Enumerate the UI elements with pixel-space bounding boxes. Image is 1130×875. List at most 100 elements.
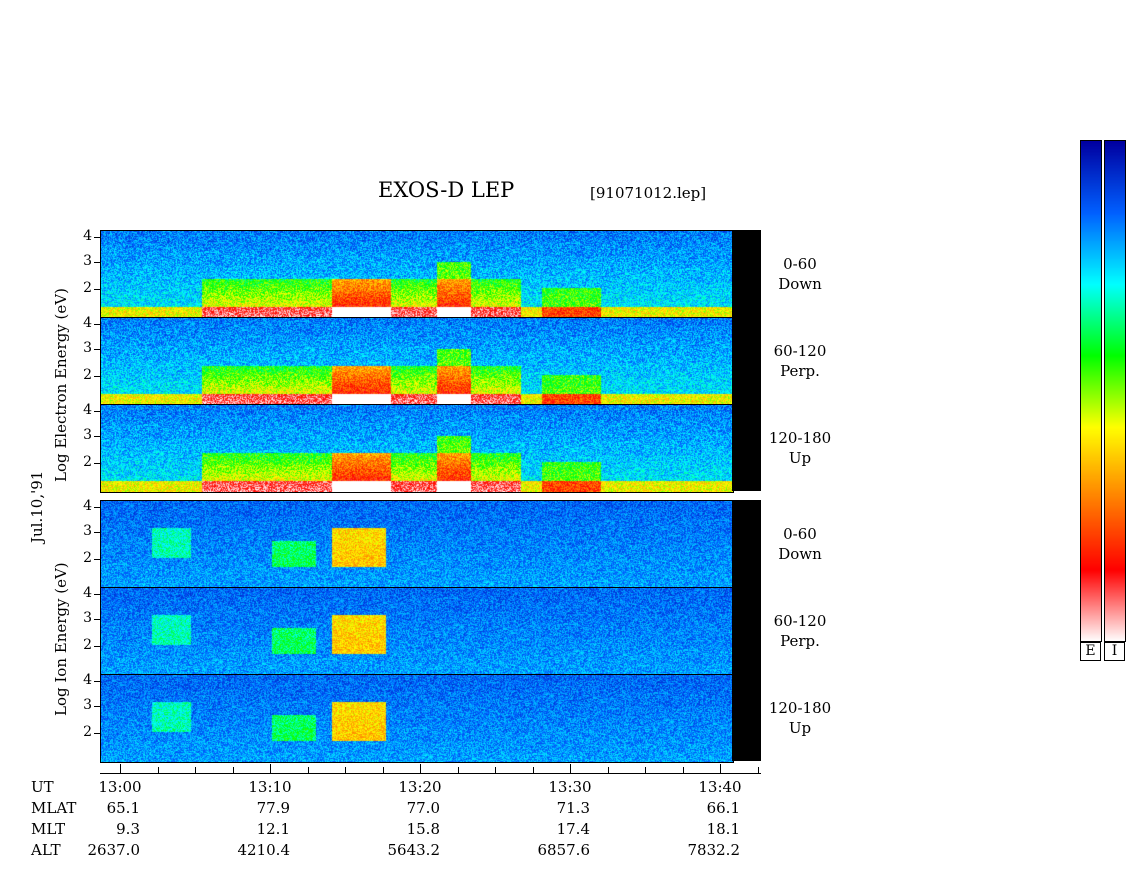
x-axis-value: 77.0 — [406, 799, 440, 817]
colorbar-ion — [1104, 140, 1126, 642]
spectrogram-image — [101, 231, 733, 318]
x-tick-label: 13:40 — [698, 778, 742, 796]
x-axis-value: 12.1 — [256, 820, 290, 838]
y-tick-label: 3 — [83, 610, 92, 626]
y-tick-label: 3 — [83, 340, 92, 356]
spectrogram-image — [101, 675, 733, 762]
y-tick-mark — [94, 289, 100, 290]
date-label: Jul.10,'91 — [28, 470, 46, 543]
x-tick-mark — [570, 764, 571, 773]
y-tick-mark — [94, 532, 100, 533]
pitch-direction: Perp. — [780, 632, 820, 650]
y-tick-mark — [94, 507, 100, 508]
x-axis-value: 71.3 — [556, 799, 590, 817]
x-tick-mark — [495, 767, 496, 773]
colorbar-electron — [1080, 140, 1102, 642]
x-axis-value: 5643.2 — [387, 841, 441, 859]
x-tick-label: 13:30 — [548, 778, 592, 796]
pitch-angle-label: 120-180 Up — [765, 428, 835, 468]
x-tick-mark — [120, 764, 121, 773]
y-tick-label: 2 — [83, 637, 92, 653]
x-axis-value: 6857.6 — [537, 841, 591, 859]
x-tick-mark — [645, 767, 646, 773]
y-tick-label: 2 — [83, 550, 92, 566]
x-tick-mark — [607, 767, 609, 773]
x-tick-mark — [682, 767, 684, 773]
x-axis-row-label: ALT — [31, 841, 61, 859]
x-tick-mark — [757, 767, 759, 773]
x-axis-value: 7832.2 — [687, 841, 741, 859]
spectrogram-panel — [100, 317, 734, 406]
x-axis-value: 17.4 — [556, 820, 590, 838]
x-tick-label: 13:20 — [398, 778, 442, 796]
y-tick-mark — [94, 262, 100, 263]
spectrogram-image — [101, 588, 733, 675]
spectrogram-image — [101, 501, 733, 588]
y-tick-label: 4 — [83, 498, 92, 514]
spectrogram-panel — [100, 587, 734, 676]
y-tick-label: 4 — [83, 402, 92, 418]
y-tick-mark — [94, 349, 100, 350]
ion-y-axis-title: Log Ion Energy (eV) — [52, 562, 70, 716]
x-tick-label: 13:00 — [98, 778, 142, 796]
x-tick-mark — [457, 767, 459, 773]
y-tick-mark — [94, 463, 100, 464]
y-tick-label: 4 — [83, 315, 92, 331]
y-tick-mark — [94, 324, 100, 325]
y-tick-mark — [94, 559, 100, 560]
colorbar-label-electron: E — [1080, 642, 1101, 661]
pitch-angle-label: 0-60 Down — [765, 254, 835, 294]
y-tick-mark — [94, 237, 100, 238]
x-tick-mark — [345, 767, 346, 773]
y-tick-label: 3 — [83, 427, 92, 443]
x-tick-mark — [382, 767, 384, 773]
x-tick-label: 13:10 — [248, 778, 292, 796]
pitch-angle-range: 0-60 — [783, 525, 817, 543]
spectrogram-image — [101, 405, 733, 492]
y-tick-mark — [94, 733, 100, 734]
y-tick-label: 2 — [83, 724, 92, 740]
y-tick-label: 2 — [83, 280, 92, 296]
x-axis-value: 9.3 — [116, 820, 140, 838]
y-tick-label: 4 — [83, 585, 92, 601]
pitch-angle-label: 60-120 Perp. — [765, 341, 835, 381]
y-tick-mark — [94, 594, 100, 595]
spectrogram-panel — [100, 674, 734, 763]
pitch-direction: Up — [788, 449, 812, 467]
y-tick-mark — [94, 436, 100, 437]
y-tick-label: 2 — [83, 454, 92, 470]
pitch-angle-range: 120-180 — [768, 429, 832, 447]
no-data-bar — [732, 500, 761, 761]
spectrogram-panel — [100, 500, 734, 589]
pitch-angle-range: 0-60 — [783, 255, 817, 273]
y-tick-mark — [94, 411, 100, 412]
electron-y-axis-title: Log Electron Energy (eV) — [52, 288, 70, 482]
x-tick-mark — [232, 767, 234, 773]
colorbar-label-ion: I — [1104, 642, 1125, 661]
x-axis-value: 18.1 — [706, 820, 740, 838]
y-tick-label: 2 — [83, 367, 92, 383]
y-tick-mark — [94, 681, 100, 682]
pitch-direction: Down — [778, 545, 822, 563]
y-tick-label: 3 — [83, 253, 92, 269]
x-axis-value: 2637.0 — [87, 841, 141, 859]
pitch-angle-range: 120-180 — [768, 699, 832, 717]
pitch-direction: Up — [788, 719, 812, 737]
x-tick-mark — [195, 767, 196, 773]
file-name: [91071012.lep] — [590, 184, 707, 202]
x-tick-mark — [307, 767, 309, 773]
spectrogram-panel — [100, 404, 734, 493]
x-axis-value: 77.9 — [256, 799, 290, 817]
y-tick-mark — [94, 619, 100, 620]
chart-title: EXOS-D LEP — [378, 178, 515, 202]
pitch-direction: Down — [778, 275, 822, 293]
x-axis-row-label: MLT — [31, 820, 66, 838]
y-tick-label: 3 — [83, 697, 92, 713]
x-axis-value: 15.8 — [406, 820, 440, 838]
x-tick-mark — [532, 767, 534, 773]
pitch-angle-label: 60-120 Perp. — [765, 611, 835, 651]
x-axis-line — [100, 773, 761, 774]
y-tick-mark — [94, 646, 100, 647]
pitch-angle-range: 60-120 — [773, 612, 827, 630]
no-data-bar — [732, 230, 761, 491]
